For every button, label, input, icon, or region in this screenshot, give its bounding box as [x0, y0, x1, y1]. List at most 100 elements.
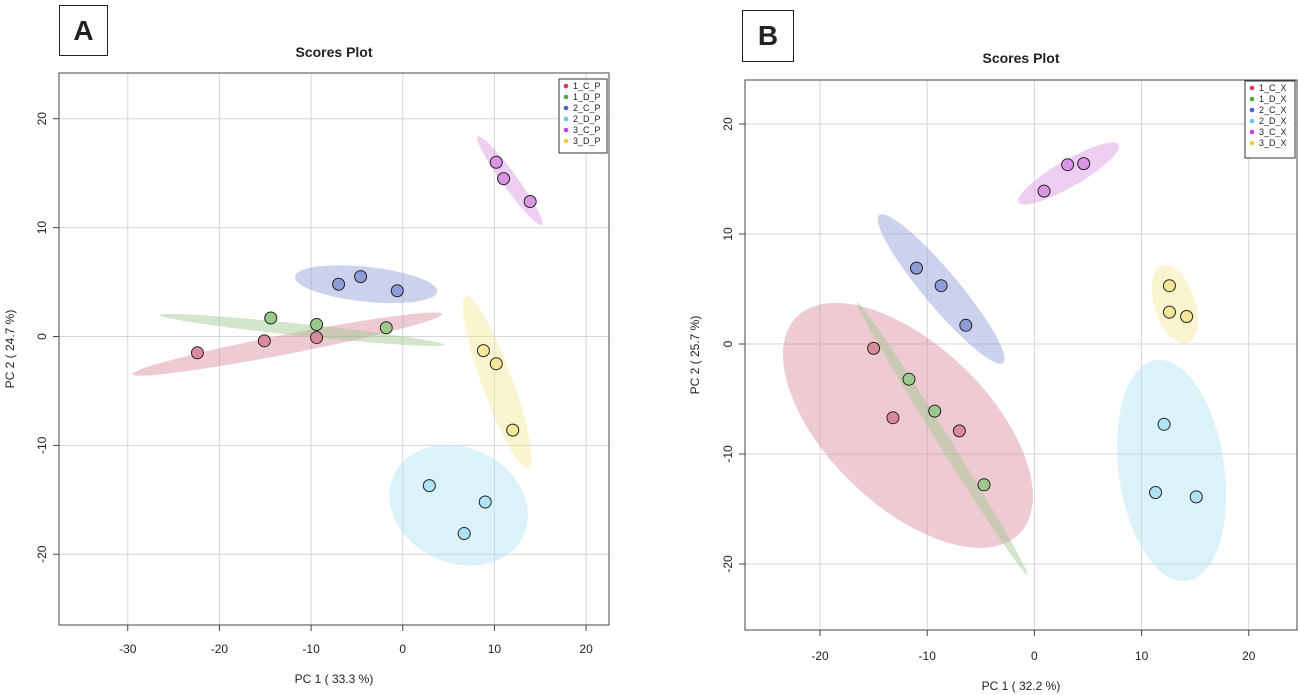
- scores-plot-b: -20 -10 0 10 20 -20 -10 0 10 20 Scores Plot PC 1 ( …: [688, 50, 1298, 693]
- panel-b: B -20 -10 0 10 20 -20 -10 0 10 20 Scores Plot PC 1 …: [660, 0, 1299, 695]
- data-point-2_C_P: [332, 277, 346, 291]
- data-point-1_D_P: [310, 318, 324, 332]
- y-tick-label: 20: [35, 112, 49, 126]
- panel-label-a: A: [59, 5, 108, 56]
- y-axis-label: PC 2 ( 24.7 %): [3, 310, 17, 389]
- y-tick-label: -20: [35, 545, 49, 563]
- x-tick-label: 0: [1031, 649, 1038, 663]
- data-point-2_C_X: [934, 279, 948, 293]
- legend-marker-2_C_X: [1249, 107, 1255, 113]
- data-point-3_D_P: [506, 423, 520, 437]
- data-point-2_C_P: [390, 284, 404, 298]
- x-tick-label: -20: [211, 642, 229, 656]
- data-point-3_D_P: [476, 344, 490, 358]
- plot-frame: [58, 72, 610, 626]
- legend-marker-2_D_P: [563, 116, 569, 122]
- legend-entry: 3_D_P: [573, 136, 601, 146]
- data-point-3_C_X: [1037, 184, 1051, 198]
- y-tick-label: 0: [35, 333, 49, 340]
- legend-entry: 3_D_X: [1259, 138, 1287, 148]
- legend-marker-1_C_P: [563, 83, 569, 89]
- data-point-1_C_X: [952, 424, 966, 438]
- x-tick-label: 20: [1242, 649, 1256, 663]
- panel-a: A -30 -20 -10 0 10 20 -20 -10 0 10 20 Scores Plot PC…: [0, 0, 640, 695]
- y-tick-label: -20: [721, 555, 735, 573]
- data-point-1_C_X: [886, 411, 900, 425]
- legend-marker-1_C_X: [1249, 85, 1255, 91]
- legend-marker-1_D_X: [1249, 96, 1255, 102]
- y-tick-label: 10: [721, 227, 735, 241]
- chart-title: Scores Plot: [295, 44, 372, 60]
- data-point-2_D_P: [478, 495, 492, 509]
- data-point-3_C_X: [1077, 157, 1091, 171]
- x-axis-label: PC 1 ( 32.2 %): [982, 679, 1061, 693]
- confidence-ellipse-2_D_X: [1117, 359, 1227, 582]
- data-point-2_D_X: [1149, 486, 1163, 499]
- x-tick-label: -20: [811, 649, 829, 663]
- data-point-3_C_P: [523, 194, 537, 208]
- legend-marker-3_C_X: [1249, 129, 1255, 135]
- data-point-1_D_X: [902, 372, 916, 386]
- legend-entry: 1_D_P: [573, 92, 601, 102]
- data-point-3_C_P: [489, 155, 503, 169]
- data-point-1_C_X: [867, 341, 881, 355]
- confidence-ellipse-1_D_X: [856, 302, 1028, 575]
- data-point-2_C_X: [909, 261, 923, 275]
- legend-entry: 3_C_P: [573, 125, 601, 135]
- data-point-3_D_X: [1162, 305, 1176, 319]
- data-point-3_D_X: [1180, 310, 1194, 323]
- plot-area: [745, 80, 1297, 630]
- data-point-3_D_X: [1162, 279, 1176, 293]
- legend-entry: 2_D_P: [573, 114, 601, 124]
- data-point-1_D_X: [928, 404, 942, 418]
- confidence-ellipse-1_C_P: [132, 312, 443, 376]
- legend-entry: 2_D_X: [1259, 116, 1287, 126]
- legend-marker-3_D_X: [1249, 140, 1255, 146]
- confidence-ellipse-1_D_P: [159, 313, 445, 347]
- data-point-2_D_X: [1157, 417, 1171, 431]
- legend-marker-2_D_X: [1249, 118, 1255, 124]
- legend-entry: 3_C_X: [1259, 127, 1287, 137]
- scores-plot-a: -30 -20 -10 0 10 20 -20 -10 0 10 20 Scores Plot PC 1…: [3, 44, 610, 686]
- legend-entry: 1_C_P: [573, 81, 601, 91]
- data-point-1_C_P: [310, 331, 324, 345]
- plot-area: [59, 73, 609, 625]
- legend-marker-2_C_P: [563, 105, 569, 111]
- x-tick-label: 10: [488, 642, 502, 656]
- data-point-1_D_P: [264, 311, 278, 325]
- data-point-1_D_X: [977, 478, 991, 492]
- data-point-1_C_P: [257, 334, 271, 348]
- data-point-3_C_X: [1061, 158, 1075, 172]
- x-tick-label: 10: [1135, 649, 1149, 663]
- data-point-2_C_X: [959, 318, 973, 332]
- confidence-ellipse-2_D_P: [389, 444, 528, 566]
- legend-entry: 2_C_P: [573, 103, 601, 113]
- data-point-2_D_P: [422, 479, 436, 493]
- legend-entry: 2_C_X: [1259, 105, 1287, 115]
- panel-label-b: B: [742, 10, 794, 62]
- x-axis-label: PC 1 ( 33.3 %): [295, 672, 374, 686]
- y-tick-label: -10: [721, 445, 735, 463]
- data-point-1_D_P: [379, 321, 393, 335]
- y-tick-label: 0: [721, 340, 735, 347]
- legend-entry: 1_C_X: [1259, 83, 1287, 93]
- data-point-3_C_P: [497, 172, 511, 186]
- y-tick-label: -10: [35, 436, 49, 454]
- confidence-ellipse-1_C_X: [782, 302, 1033, 548]
- legend-marker-3_D_P: [563, 138, 569, 144]
- legend-marker-1_D_P: [563, 94, 569, 100]
- x-tick-label: 0: [399, 642, 406, 656]
- data-point-2_D_X: [1189, 490, 1203, 504]
- x-tick-label: 20: [579, 642, 593, 656]
- data-point-2_C_P: [354, 270, 368, 284]
- x-tick-label: -10: [919, 649, 937, 663]
- x-tick-label: -10: [302, 642, 320, 656]
- legend-marker-3_C_P: [563, 127, 569, 133]
- data-point-1_C_P: [190, 346, 204, 360]
- data-point-3_D_P: [489, 357, 503, 371]
- plot-frame: [744, 79, 1298, 631]
- y-tick-label: 10: [35, 221, 49, 235]
- y-tick-label: 20: [721, 117, 735, 131]
- y-axis-label: PC 2 ( 25.7 %): [688, 316, 702, 395]
- chart-title: Scores Plot: [982, 50, 1059, 66]
